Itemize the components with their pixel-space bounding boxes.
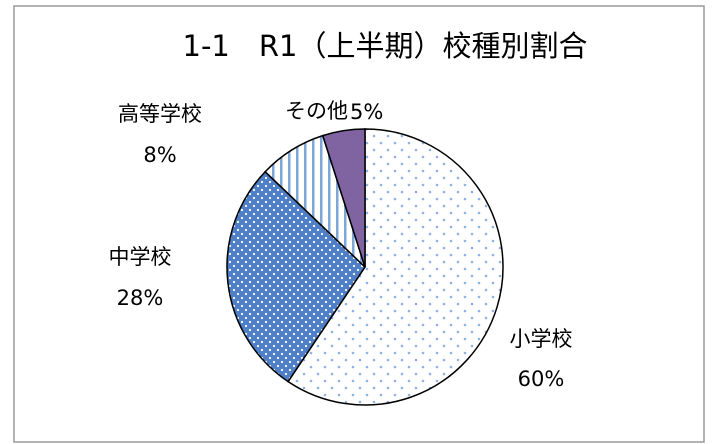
- chart-title: 1-1 R1（上半期）校種別割合: [183, 29, 588, 63]
- value-label: 28%: [117, 286, 164, 310]
- value-label: 60%: [518, 367, 565, 391]
- category-label: 中学校: [109, 245, 172, 269]
- category-label: 高等学校: [118, 102, 202, 126]
- value-label: 8%: [143, 143, 176, 167]
- category-label: 小学校: [510, 327, 573, 351]
- pie-slice: [226, 170, 366, 383]
- category-label: その他: [285, 99, 348, 123]
- value-label: 5%: [350, 100, 383, 124]
- pie-slice: [287, 128, 504, 406]
- pie-slice: [321, 128, 366, 268]
